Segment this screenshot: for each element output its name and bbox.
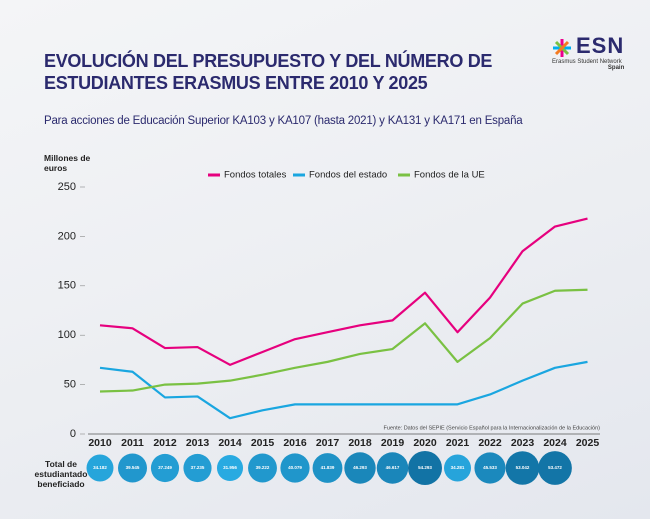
- y-tick-label: 200: [58, 230, 76, 242]
- student-bubble: [443, 454, 472, 482]
- student-bubble: [312, 453, 343, 483]
- student-bubble: [150, 453, 180, 483]
- x-tick-label: 2010: [88, 437, 112, 449]
- student-label: 40.079: [288, 465, 302, 470]
- logo: ESN Erasmus Student Network Spain: [552, 33, 624, 71]
- student-bubble: [474, 452, 506, 484]
- student-bubble: [344, 452, 376, 484]
- student-label: 31.956: [223, 465, 237, 470]
- student-label: 54.293: [418, 465, 432, 470]
- student-bubble: [248, 453, 277, 483]
- student-label: 39.545: [126, 465, 140, 470]
- y-tick-label: 150: [58, 280, 76, 292]
- student-bubble: [376, 452, 409, 484]
- x-tick-label: 2019: [381, 437, 405, 449]
- logo-subtitle: Erasmus Student Network: [552, 59, 622, 65]
- legend-label: Fondos del estado: [309, 170, 387, 181]
- student-bubble: [216, 454, 244, 482]
- student-label: 45.533: [483, 465, 497, 470]
- student-label: 46.293: [353, 465, 367, 470]
- x-tick-label: 2017: [316, 437, 340, 449]
- student-label: 37.249: [158, 465, 172, 470]
- student-label: 37.235: [191, 465, 205, 470]
- student-bubble: [408, 451, 442, 485]
- source-note: Fuente: Datos del SEPIE (Servicio Españo…: [384, 425, 601, 431]
- student-label: 41.839: [321, 465, 335, 470]
- y-tick-label: 50: [64, 379, 76, 391]
- y-axis-label: Millones de euros: [44, 153, 91, 173]
- logo-text: ESN: [576, 33, 625, 58]
- x-tick-label: 2025: [576, 437, 600, 449]
- x-tick-label: 2011: [121, 437, 144, 449]
- x-tick-label: 2024: [543, 437, 567, 449]
- chart-subtitle: Para acciones de Educación Superior KA10…: [44, 115, 523, 127]
- student-bubble: [117, 453, 148, 483]
- x-tick-label: 2015: [251, 437, 275, 449]
- series-line: [99, 217, 588, 366]
- student-label: 34.182: [93, 465, 107, 470]
- x-tick-label: 2023: [511, 437, 535, 449]
- student-bubble: [505, 451, 540, 485]
- x-tick-label: 2021: [446, 437, 470, 449]
- students-row-label: Total de estudiantado beneficiado: [34, 459, 88, 489]
- x-tick-label: 2018: [348, 437, 372, 449]
- series-line: [99, 360, 588, 420]
- student-label: 53.042: [516, 465, 530, 470]
- student-bubble: [86, 454, 114, 482]
- chart-title: EVOLUCIÓN DEL PRESUPUESTO Y DEL NÚMERO D…: [44, 51, 493, 93]
- legend-label: Fondos de la UE: [414, 170, 485, 181]
- student-label: 53.472: [548, 465, 562, 470]
- x-tick-label: 2014: [218, 437, 242, 449]
- student-label: 34.281: [451, 465, 465, 470]
- student-label: 39.222: [256, 465, 270, 470]
- y-tick-label: 0: [70, 428, 76, 440]
- x-tick-label: 2016: [283, 437, 307, 449]
- logo-country: Spain: [607, 65, 625, 71]
- student-bubble: [183, 453, 212, 483]
- student-bubble: [538, 451, 572, 485]
- x-tick-label: 2022: [478, 437, 502, 449]
- logo-icon: [553, 39, 571, 57]
- y-tick-label: 250: [58, 181, 76, 193]
- x-tick-label: 2020: [413, 437, 437, 449]
- student-bubble: [280, 453, 310, 483]
- y-tick-label: 100: [58, 329, 76, 341]
- series-line: [99, 288, 588, 393]
- student-label: 46.617: [386, 465, 400, 470]
- x-tick-label: 2013: [186, 437, 210, 449]
- legend-label: Fondos totales: [224, 170, 287, 181]
- x-tick-label: 2012: [153, 437, 177, 449]
